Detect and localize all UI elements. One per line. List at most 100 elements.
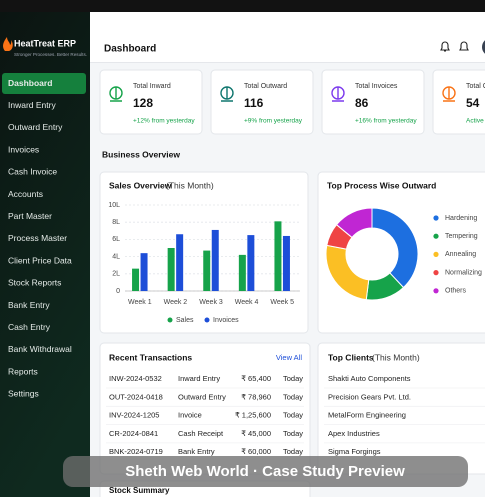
bar [247,235,255,291]
bar [274,221,282,291]
legend-label: Hardening [445,215,477,222]
stat-change: Active [466,118,484,125]
tagline: Stronger Processes. Better Results. [14,52,87,57]
bell-button[interactable] [440,41,450,52]
watermark-text: Sheth Web World · Case Study Preview [125,463,405,480]
stat-change: +12% from yesterday [133,118,195,125]
y-tick-label: 4L [112,253,120,260]
nav-item[interactable]: Dashboard [8,78,52,88]
nav-item[interactable]: Process Master [8,233,67,243]
legend-swatch [433,288,439,294]
table-cell: INV-2024-1205 [109,411,159,420]
bar [211,229,219,291]
legend-swatch [204,317,210,323]
legend-label: Annealing [445,251,476,258]
stat-icon [221,87,233,102]
header-divider [90,62,485,63]
chart-title: Top Process Wise Outward [327,180,436,190]
stat-card [99,69,203,135]
nav-item[interactable]: Bank Entry [8,300,50,310]
client-name: Shakti Auto Components [328,374,411,383]
nav-item[interactable]: Reports [8,366,38,376]
bell-icon [440,41,450,52]
legend-label: Normalizing [445,269,482,276]
chart-title: Sales Overview [109,180,172,190]
nav-item[interactable]: Part Master [8,211,52,221]
nav-item[interactable]: Inward Entry [8,100,56,110]
nav-item[interactable]: Invoices [8,144,39,154]
client-name: MetalForm Engineering [328,411,406,420]
donut-segment [335,207,373,239]
legend-swatch [433,251,439,257]
x-tick-label: Week 4 [235,299,259,306]
table-cell: CR-2024-0841 [109,429,158,438]
table-cell: Inward Entry [178,374,220,383]
nav-active [2,73,86,94]
stat-change: +16% from yesterday [355,118,417,125]
nav-item[interactable]: Cash Entry [8,322,51,332]
avatar[interactable] [482,38,485,56]
y-tick-label: 0 [116,288,120,295]
table-cell: OUT-2024-0418 [109,392,163,401]
table-cell: Cash Receipt [178,429,224,438]
chart-subtitle: (This Month) [166,180,214,190]
x-tick-label: Week 5 [270,299,294,306]
nav-item[interactable]: Cash Invoice [8,167,57,177]
stat-label: Total Invoices [355,83,398,90]
legend-label: Invoices [213,317,239,324]
panel-subtitle: (This Month) [372,352,420,362]
panel-title: Recent Transactions [109,352,192,362]
stat-label: Total Inward [133,83,171,90]
stat-card [210,69,314,135]
y-tick-label: 8L [112,219,120,226]
stat-card [321,69,425,135]
legend-label: Others [445,288,467,295]
stock-title: Stock Summary [109,486,170,495]
top-strip [0,0,485,12]
stat-card [432,69,485,135]
nav-item[interactable]: Outward Entry [8,122,63,132]
nav-item[interactable]: Stock Reports [8,278,61,288]
table-cell: Outward Entry [178,392,226,401]
table-cell: Today [283,447,303,456]
legend-swatch [167,317,173,323]
stat-label: Total Outward [244,83,287,90]
bar [176,234,184,291]
nav-item[interactable]: Bank Withdrawal [8,344,72,354]
brand: HeatTreat ERP [14,38,76,48]
client-name: Precision Gears Pvt. Ltd. [328,392,411,401]
page-title: Dashboard [104,44,156,55]
client-name: Apex Industries [328,429,380,438]
stat-icon [110,87,122,102]
header-bar [90,12,485,62]
x-tick-label: Week 1 [128,299,152,306]
y-tick-label: 6L [112,236,120,243]
legend-swatch [433,215,439,221]
table-cell: INW-2024-0532 [109,374,162,383]
nav-item[interactable]: Client Price Data [8,255,72,265]
nav-item[interactable]: Settings [8,389,39,399]
table-cell: ₹ 1,25,600 [235,411,271,420]
panel-title: Top Clients [328,352,374,362]
stat-icon [332,87,344,102]
watermark-pill [63,456,468,487]
stat-change: +9% from yesterday [244,118,303,125]
table-cell: Today [283,392,303,401]
table-cell: Today [283,411,303,420]
bar [167,248,175,291]
client-name: Sigma Forgings [328,447,381,456]
table-cell: Today [283,374,303,383]
bar [238,254,246,291]
section-title: Business Overview [102,149,180,159]
nav-item[interactable]: Accounts [8,189,43,199]
table-cell: BNK-2024-0719 [109,447,163,456]
notification-button[interactable] [459,41,469,51]
legend-swatch [433,270,439,276]
bar [282,235,290,291]
stat-value: 128 [133,96,153,110]
stat-value: 54 [466,96,480,110]
view-all-link[interactable]: View All [276,353,302,362]
table-cell: Today [283,429,303,438]
